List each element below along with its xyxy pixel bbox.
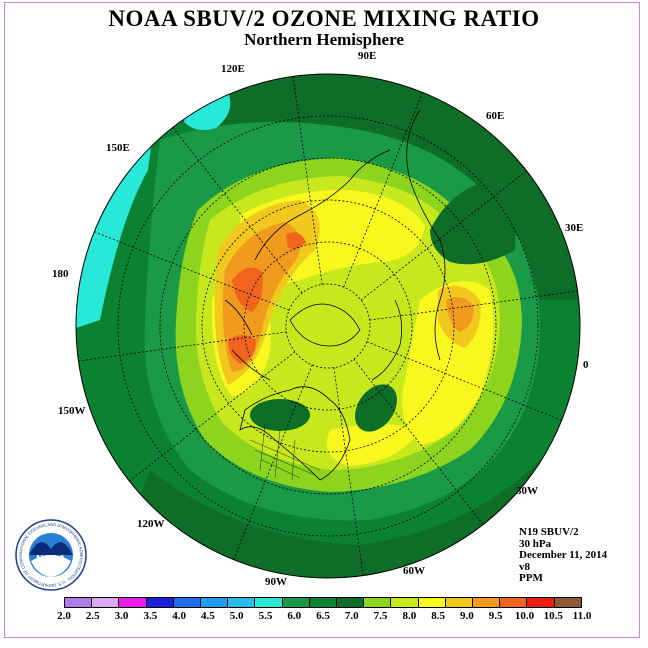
info-satellite: N19 SBUV/2 xyxy=(519,526,579,538)
field-yellow-south xyxy=(326,424,420,466)
field-orange-west xyxy=(222,222,301,372)
field-dark-green-greenland xyxy=(430,180,516,265)
colorbar-tick-label: 5.5 xyxy=(258,610,273,622)
colorbar-tick-label: 7.5 xyxy=(373,610,388,622)
colorbar-swatch xyxy=(119,598,147,607)
colorbar-swatch xyxy=(554,598,581,607)
meridian-line xyxy=(343,92,423,288)
colorbar-tick-label: 7.0 xyxy=(344,610,359,622)
field-orange-east xyxy=(446,297,474,332)
ozone-field xyxy=(76,74,580,578)
lon-label-60w: 60W xyxy=(403,565,425,577)
meridian-line xyxy=(333,367,364,576)
meridian-line xyxy=(369,290,578,321)
colorbar-swatch xyxy=(228,598,256,607)
meridian-line xyxy=(360,170,527,301)
field-red-orange-c xyxy=(286,232,306,250)
meridian-line xyxy=(78,331,287,362)
lon-label-30e: 30E xyxy=(565,222,584,234)
lon-label-90w: 90W xyxy=(265,576,287,588)
map-subtitle: Northern Hemisphere xyxy=(244,30,404,49)
colorbar-tick-label: 8.0 xyxy=(402,610,417,622)
colorbar-swatch xyxy=(255,598,283,607)
colorbar-swatch xyxy=(445,598,474,607)
map-title: NOAA SBUV/2 OZONE MIXING RATIO xyxy=(108,6,540,31)
field-red-orange-a xyxy=(232,267,263,312)
colorbar-tick-label: 4.5 xyxy=(201,610,215,622)
colorbar-swatch xyxy=(337,598,365,607)
colorbar-tick-label: 8.5 xyxy=(431,610,445,622)
colorbar-tick-label: 6.0 xyxy=(287,610,302,622)
meridian-line xyxy=(366,341,562,421)
lon-label-120e: 120E xyxy=(221,63,245,75)
noaa-logo-text: NOAA xyxy=(36,554,65,565)
meridian-line xyxy=(172,127,303,294)
colorbar-tick-label: 9.0 xyxy=(460,610,474,622)
meridian-line xyxy=(353,358,484,525)
noaa-logo: NATIONAL OCEANIC AND ATMOSPHERIC ADMINIS… xyxy=(15,519,87,591)
lon-label-60e: 60E xyxy=(486,110,505,122)
colorbar-swatch xyxy=(282,598,310,607)
field-red-orange-b xyxy=(228,335,256,364)
figure-frame xyxy=(4,2,640,638)
lon-label-150w: 150W xyxy=(58,405,86,417)
info-level: 30 hPa xyxy=(519,537,552,550)
colorbar-swatch xyxy=(418,598,446,607)
colorbar-tick-label: 3.0 xyxy=(114,610,129,622)
colorbar-swatch xyxy=(473,598,501,607)
meridian-line xyxy=(292,76,323,285)
map-boundary xyxy=(75,73,581,579)
colorbar-labels: 2.0 2.5 3.0 3.5 4.0 4.5 5.0 5.5 6.0 6.5 7.0 7.5 8.0 8… xyxy=(0,610,648,624)
us-state-lines xyxy=(249,424,321,481)
colorbar-tick-label: 10.0 xyxy=(514,610,535,622)
lon-label-180: 180 xyxy=(52,268,69,280)
lon-label-90e: 90E xyxy=(358,50,377,62)
graticule xyxy=(117,115,539,537)
colorbar-swatch xyxy=(65,598,93,607)
colorbar-swatch xyxy=(364,598,392,607)
lon-label-0: 0 xyxy=(583,359,589,371)
field-cyan-west xyxy=(76,140,152,330)
colorbar-tick-label: 10.5 xyxy=(543,610,563,622)
lon-label-150e: 150E xyxy=(106,142,130,154)
colorbar-tick-label: 6.5 xyxy=(316,610,330,622)
colorbar-swatch xyxy=(146,598,174,607)
colorbar-swatch xyxy=(173,598,202,607)
field-dark-green-north xyxy=(170,74,580,300)
colorbar-swatch xyxy=(527,598,555,607)
info-version: v8 xyxy=(519,560,530,573)
colorbar xyxy=(64,597,582,608)
lon-label-30w: 30W xyxy=(516,485,538,497)
colorbar-tick-label: 3.5 xyxy=(143,610,158,622)
colorbar-tick-label: 9.5 xyxy=(488,610,503,622)
colorbar-swatch xyxy=(500,598,528,607)
colorbar-swatch xyxy=(92,598,120,607)
colorbar-swatch xyxy=(391,598,419,607)
colorbar-tick-label: 11.0 xyxy=(572,610,592,622)
info-block: N19 SBUV/2 30 hPa December 11, 2014 v8 P… xyxy=(519,526,608,585)
meridian-line xyxy=(129,351,296,482)
field-low-atlantic xyxy=(355,384,397,432)
lon-label-120w: 120W xyxy=(137,518,165,530)
colorbar-swatch xyxy=(309,598,338,607)
colorbar-swatch xyxy=(201,598,229,607)
colorbar-tick-label: 5.0 xyxy=(229,610,244,622)
meridian-line xyxy=(94,231,290,311)
colorbar-tick-label: 4.0 xyxy=(172,610,186,622)
colorbar-tick-label: 2.5 xyxy=(85,610,100,622)
colorbar-tick-label: 2.0 xyxy=(57,610,71,622)
meridian-line xyxy=(233,364,313,560)
meridians xyxy=(78,76,578,576)
field-low-america xyxy=(250,399,310,431)
info-units: PPM xyxy=(519,572,543,584)
info-date: December 11, 2014 xyxy=(519,549,608,561)
